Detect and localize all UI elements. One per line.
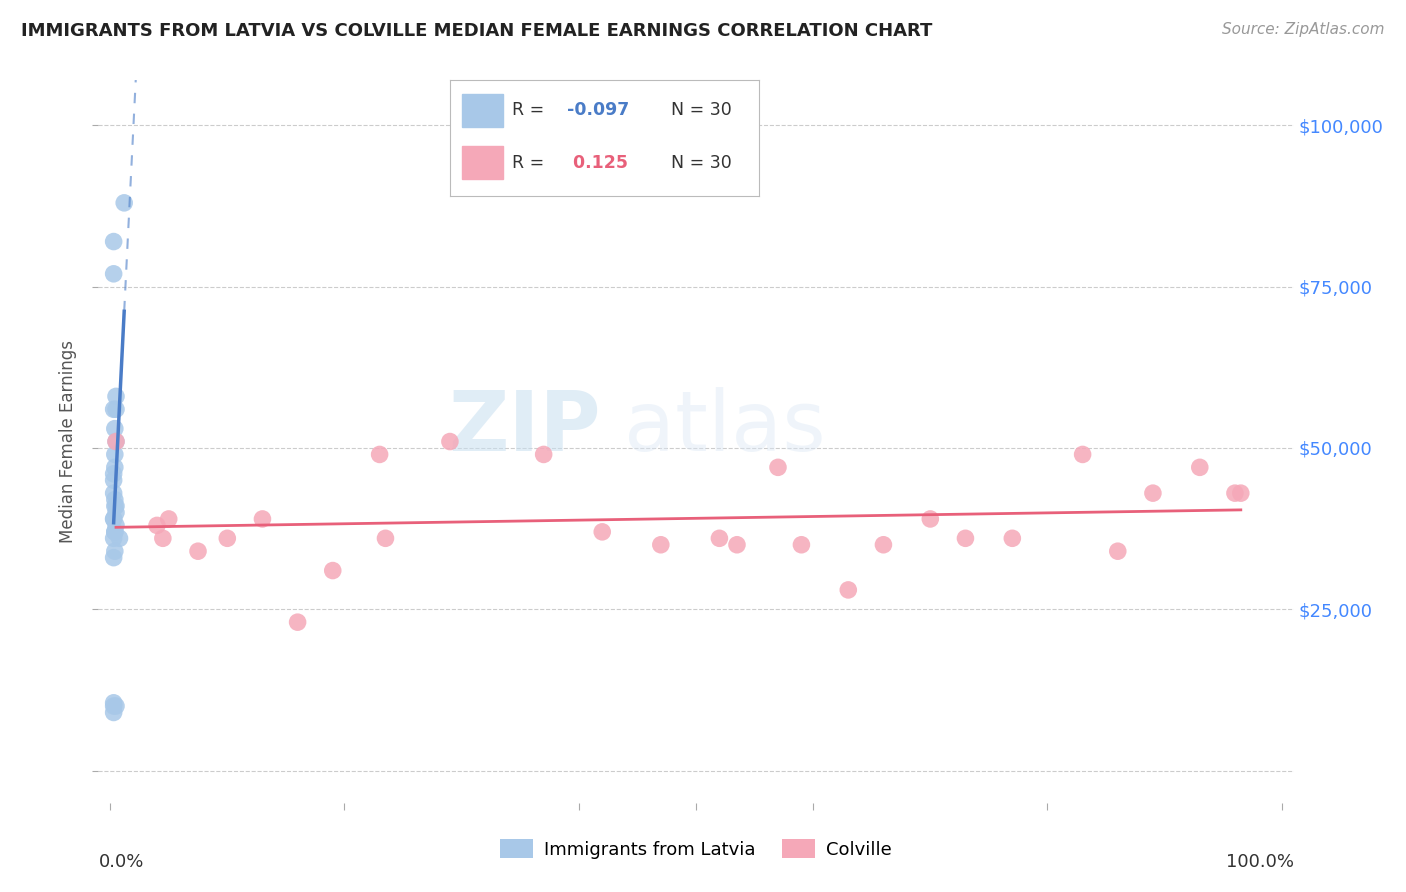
Text: 100.0%: 100.0%	[1226, 854, 1294, 871]
Text: ZIP: ZIP	[449, 386, 600, 467]
Point	[104, 422, 127, 436]
Point	[103, 467, 125, 481]
Point	[105, 699, 128, 714]
Point	[104, 524, 127, 539]
Point	[157, 512, 180, 526]
Point	[146, 518, 169, 533]
Point	[872, 538, 894, 552]
Point	[1071, 447, 1094, 461]
Text: 0.0%: 0.0%	[98, 854, 143, 871]
Point	[725, 538, 748, 552]
Point	[709, 531, 731, 545]
Point	[105, 434, 128, 449]
Point	[103, 512, 125, 526]
Point	[104, 447, 127, 461]
Legend: Immigrants from Latvia, Colville: Immigrants from Latvia, Colville	[494, 832, 898, 866]
Point	[591, 524, 613, 539]
Point	[105, 402, 128, 417]
Point	[766, 460, 789, 475]
Text: 0.125: 0.125	[568, 153, 628, 171]
Text: -0.097: -0.097	[568, 102, 630, 120]
Point	[103, 550, 125, 565]
Point	[104, 492, 127, 507]
Point	[104, 499, 127, 513]
Point	[103, 402, 125, 417]
Point	[650, 538, 672, 552]
Point	[287, 615, 309, 630]
Text: R =: R =	[512, 102, 550, 120]
Point	[103, 706, 125, 720]
Point	[104, 460, 127, 475]
Text: atlas: atlas	[624, 386, 825, 467]
Y-axis label: Median Female Earnings: Median Female Earnings	[59, 340, 77, 543]
Point	[103, 696, 125, 710]
Point	[1142, 486, 1164, 500]
Point	[1223, 486, 1246, 500]
Point	[103, 699, 125, 714]
Point	[1001, 531, 1024, 545]
Point	[103, 473, 125, 487]
Point	[105, 518, 128, 533]
Point	[103, 267, 125, 281]
Point	[837, 582, 859, 597]
Point	[105, 499, 128, 513]
Point	[105, 389, 128, 403]
Point	[152, 531, 174, 545]
Point	[920, 512, 942, 526]
Point	[112, 195, 135, 210]
Point	[533, 447, 555, 461]
Point	[1107, 544, 1129, 558]
Point	[439, 434, 461, 449]
Point	[1188, 460, 1211, 475]
Point	[252, 512, 274, 526]
Point	[105, 506, 128, 520]
Text: N = 30: N = 30	[661, 153, 733, 171]
Point	[368, 447, 391, 461]
Point	[1229, 486, 1253, 500]
Point	[103, 531, 125, 545]
Point	[955, 531, 977, 545]
Point	[103, 235, 125, 249]
Point	[217, 531, 239, 545]
Bar	[463, 95, 502, 127]
Point	[105, 434, 128, 449]
Text: N = 30: N = 30	[661, 102, 733, 120]
Point	[103, 512, 125, 526]
Text: IMMIGRANTS FROM LATVIA VS COLVILLE MEDIAN FEMALE EARNINGS CORRELATION CHART: IMMIGRANTS FROM LATVIA VS COLVILLE MEDIA…	[21, 22, 932, 40]
Point	[104, 544, 127, 558]
Bar	[463, 146, 502, 178]
Text: R =: R =	[512, 153, 550, 171]
Point	[108, 531, 131, 545]
Point	[103, 486, 125, 500]
Point	[374, 531, 396, 545]
Point	[790, 538, 813, 552]
Point	[187, 544, 209, 558]
Point	[104, 524, 127, 539]
Point	[322, 564, 344, 578]
Text: Source: ZipAtlas.com: Source: ZipAtlas.com	[1222, 22, 1385, 37]
